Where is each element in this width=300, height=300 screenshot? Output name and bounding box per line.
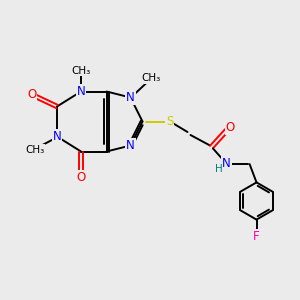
Text: N: N [52,130,62,143]
Text: N: N [222,157,231,170]
Text: H: H [215,164,223,174]
Text: N: N [126,139,135,152]
Text: CH₃: CH₃ [71,65,91,76]
Text: CH₃: CH₃ [142,73,161,83]
Text: O: O [226,121,235,134]
Text: O: O [76,171,85,184]
Text: N: N [76,85,85,98]
Text: N: N [126,91,135,104]
Text: F: F [253,230,260,243]
Text: CH₃: CH₃ [25,145,44,155]
Text: O: O [27,88,36,101]
Text: S: S [166,115,173,128]
